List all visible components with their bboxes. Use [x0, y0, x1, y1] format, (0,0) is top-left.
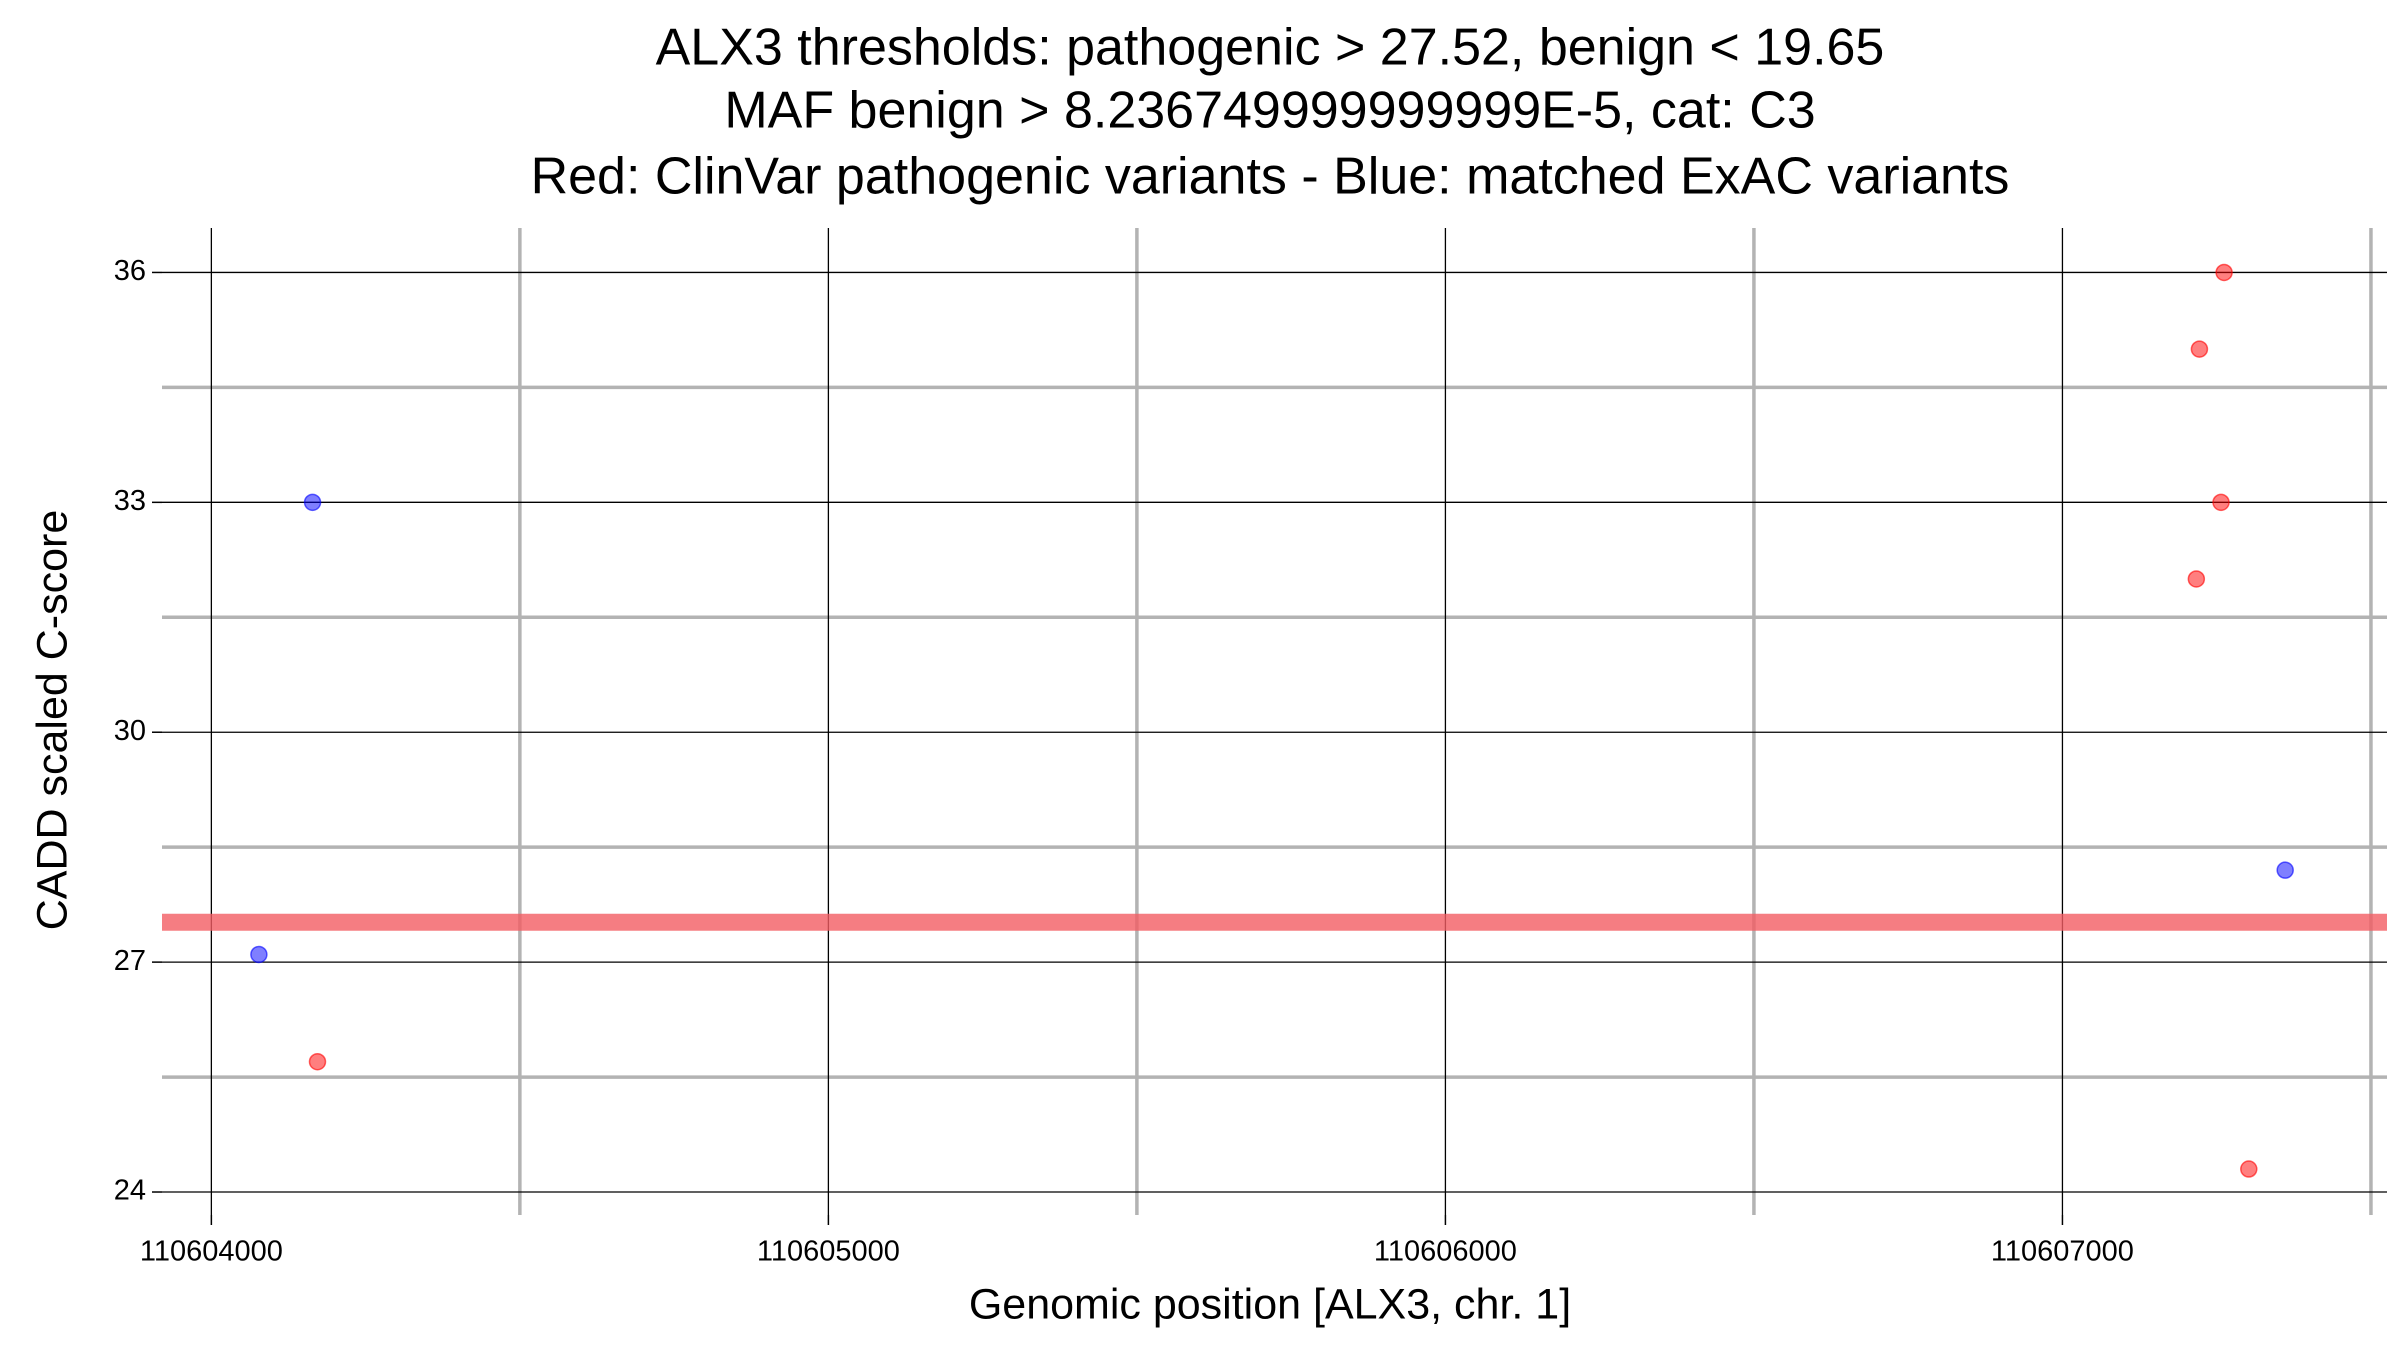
x-tick-label: 110604000 [140, 1236, 283, 1268]
y-tick-label: 30 [114, 715, 146, 747]
chart-subtitle: Red: ClinVar pathogenic variants - Blue:… [531, 148, 2010, 206]
y-tick-label: 27 [114, 945, 146, 977]
y-tick-label: 33 [114, 485, 146, 517]
chart-title: ALX3 thresholds: pathogenic > 27.52, ben… [656, 19, 1885, 77]
data-point [2240, 1160, 2258, 1178]
data-point [303, 493, 322, 512]
y-tick-label: 24 [114, 1175, 146, 1207]
x-tick-label: 110606000 [1374, 1236, 1517, 1268]
x-tick-label: 110607000 [1991, 1236, 2134, 1268]
data-point [250, 945, 268, 964]
data-point [2190, 340, 2209, 358]
data-point [2215, 263, 2233, 282]
x-tick-label: 110605000 [757, 1236, 900, 1268]
y-axis-title: CADD scaled C-score [28, 510, 76, 931]
data-point [2187, 570, 2206, 588]
x-axis-title: Genomic position [ALX3, chr. 1] [969, 1280, 1571, 1328]
data-point [2212, 493, 2230, 512]
data-point [2276, 861, 2294, 879]
data-point [308, 1052, 327, 1071]
chart-subtitle: MAF benign > 8.236749999999999E-5, cat: … [724, 82, 1815, 140]
y-tick-label: 36 [114, 255, 146, 287]
